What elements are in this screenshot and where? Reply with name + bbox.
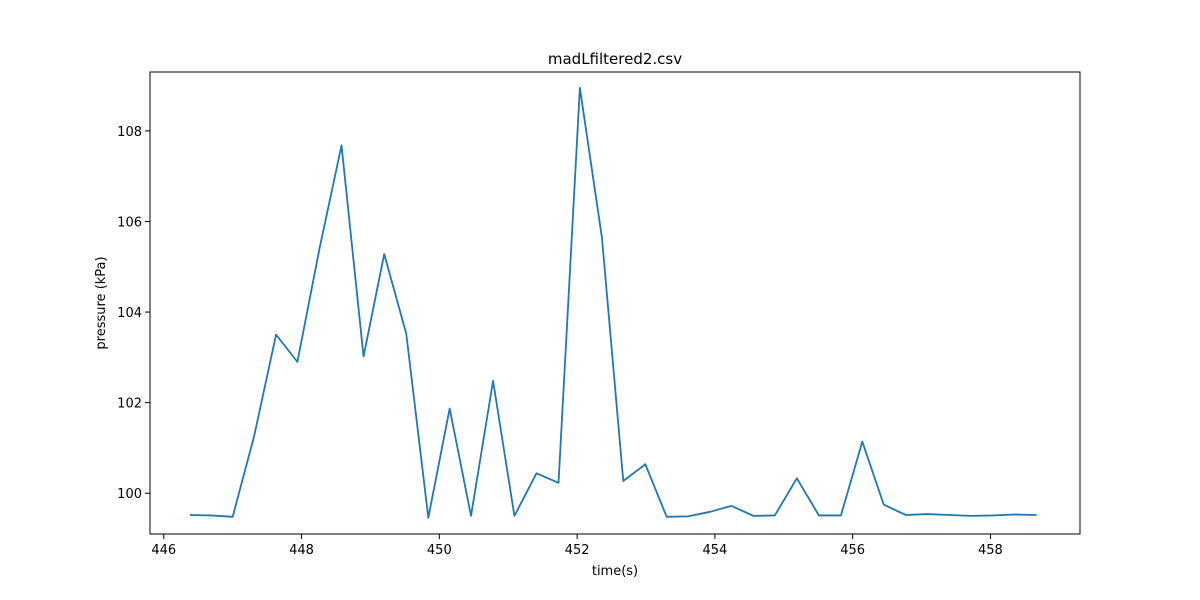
x-tick-label: 452 xyxy=(565,543,590,558)
x-tick-label: 450 xyxy=(427,543,452,558)
y-tick-label: 100 xyxy=(117,487,142,502)
series-group xyxy=(189,86,1037,519)
y-tick-label: 102 xyxy=(117,397,142,412)
x-tick-label: 448 xyxy=(289,543,314,558)
y-axis-label: pressure (kPa) xyxy=(94,256,109,349)
plot-area xyxy=(149,71,1081,535)
x-axis-label: time(s) xyxy=(592,564,638,579)
x-tick-label: 446 xyxy=(151,543,176,558)
x-tick-label: 454 xyxy=(702,543,727,558)
x-axis: 446 448 450 452 454 456 458 xyxy=(151,534,1003,558)
x-tick-label: 458 xyxy=(978,543,1003,558)
y-tick-label: 106 xyxy=(117,215,142,230)
y-tick-label: 108 xyxy=(117,125,142,140)
y-axis: 100 102 104 106 108 xyxy=(117,125,150,502)
series-line-1 xyxy=(189,86,1037,519)
x-tick-label: 456 xyxy=(840,543,865,558)
y-tick-label: 104 xyxy=(117,306,142,321)
chart-title: madLfiltered2.csv xyxy=(548,50,682,68)
